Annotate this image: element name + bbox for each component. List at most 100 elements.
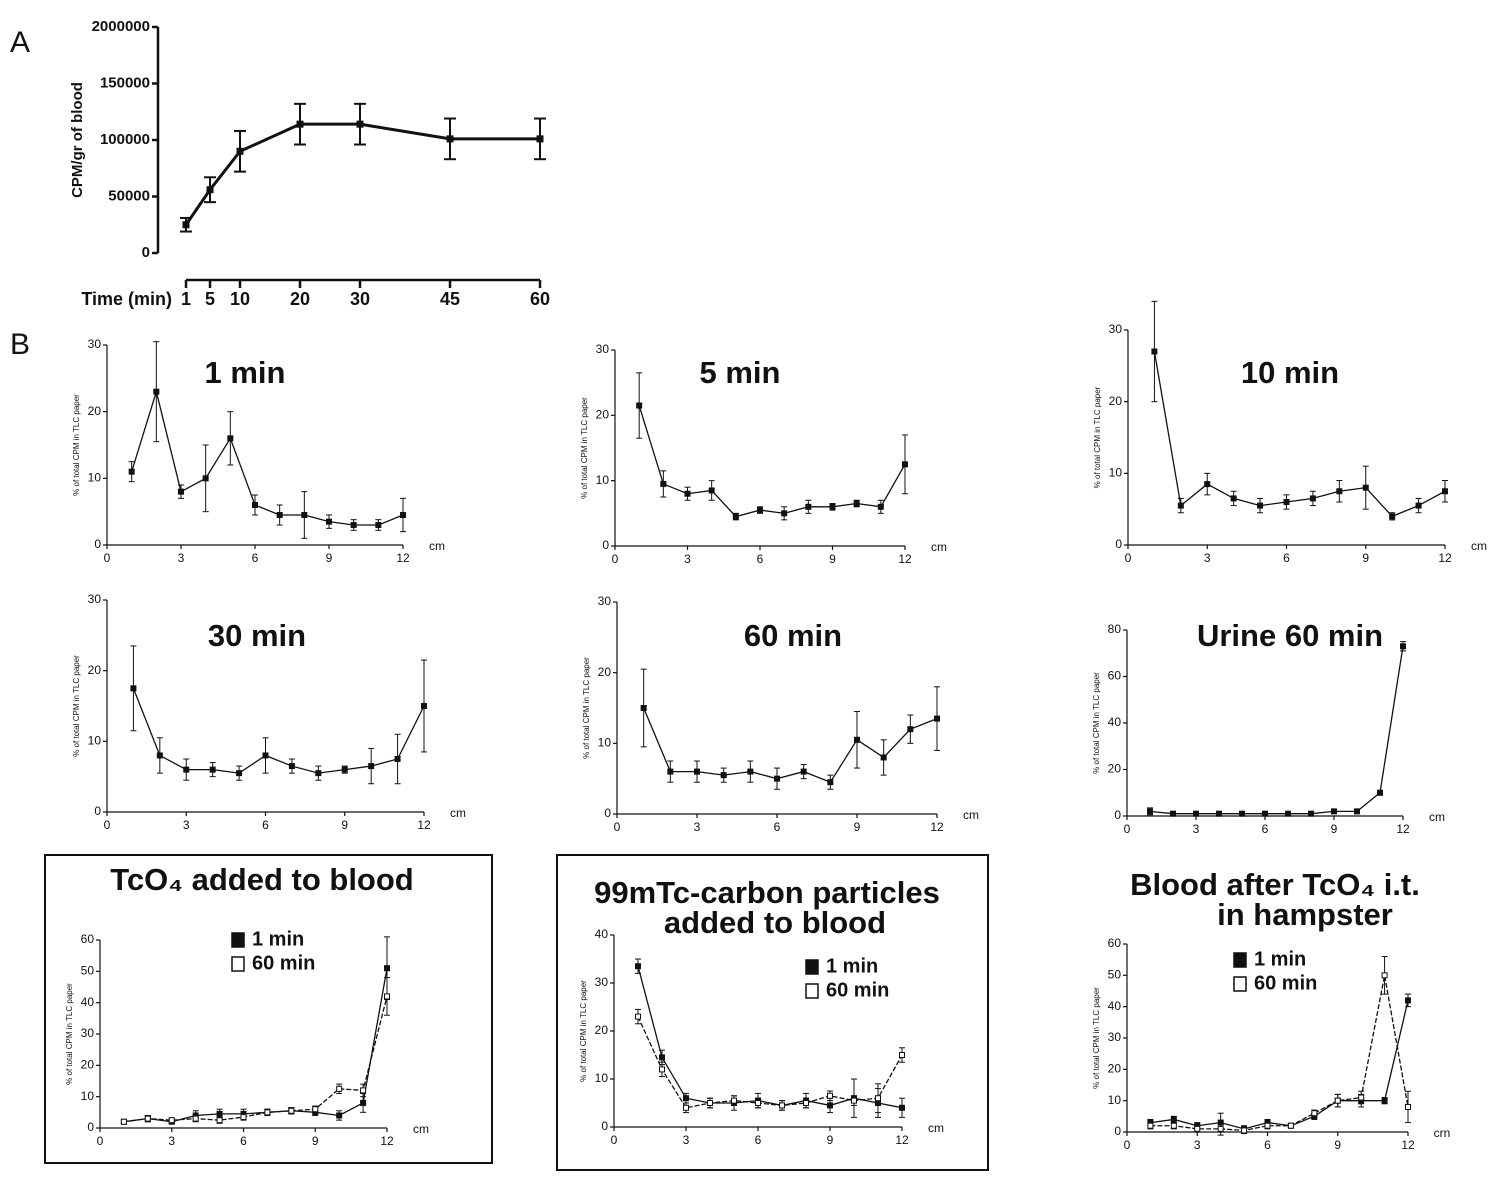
marker <box>216 1110 223 1117</box>
marker <box>1400 643 1406 650</box>
x-tick-label: 9 <box>312 1134 319 1148</box>
y-tick-label: 0 <box>602 538 609 552</box>
marker <box>640 705 647 711</box>
chart-title: TcO₄ added to blood <box>110 862 414 897</box>
x-tick-label: 3 <box>1193 822 1200 836</box>
x-tick-label: 0 <box>1124 1138 1131 1152</box>
y-tick-label: 10 <box>88 734 102 748</box>
x-tick-label: 0 <box>1125 551 1132 565</box>
y-tick-label: 0 <box>1115 537 1122 551</box>
chart-title: 60 min <box>744 618 842 653</box>
y-tick-label: 10 <box>596 473 610 487</box>
y-axis-label: % of total CPM in TLC paper <box>65 983 74 1085</box>
y-tick-label: 30 <box>88 592 102 606</box>
marker <box>781 510 788 517</box>
x-tick-label: 3 <box>683 1133 690 1147</box>
marker <box>757 507 763 514</box>
marker <box>192 1115 199 1122</box>
legend-marker <box>805 959 819 975</box>
x-tick-label: 45 <box>440 289 460 309</box>
marker <box>276 512 283 518</box>
x-tick-label: 0 <box>1124 822 1131 836</box>
marker <box>326 518 332 525</box>
x-tick-label: 6 <box>1283 551 1290 565</box>
x-tick-label: 20 <box>290 289 310 309</box>
marker <box>659 1054 665 1061</box>
x-tick-label: 9 <box>829 552 836 566</box>
marker <box>1216 810 1222 817</box>
x-tick-label: 6 <box>262 818 269 832</box>
marker <box>1334 1097 1341 1104</box>
series-line <box>123 996 388 1123</box>
x-tick-label: 6 <box>1264 1138 1271 1152</box>
marker <box>851 1097 857 1104</box>
marker <box>683 1104 689 1111</box>
chart-title: 1 min <box>205 355 286 390</box>
x-tick-label: 3 <box>694 820 701 834</box>
y-tick-label: 0 <box>1114 1124 1121 1138</box>
x-tick-label: 60 <box>530 289 550 309</box>
marker <box>1308 810 1314 817</box>
x-axis-label: cm <box>1429 810 1445 824</box>
x-tick-label: 5 <box>205 289 215 309</box>
x-axis-label: crn <box>1434 1126 1451 1140</box>
panel-label: B <box>10 328 30 361</box>
marker <box>288 1107 295 1114</box>
y-tick-label: 2000000 <box>92 18 150 35</box>
y-tick-label: 50 <box>1108 968 1122 982</box>
marker <box>384 965 390 972</box>
marker <box>854 736 860 743</box>
marker <box>880 754 887 761</box>
marker <box>262 752 269 759</box>
x-tick-label: 10 <box>230 289 250 309</box>
legend-label: 1 min <box>1254 948 1306 970</box>
marker <box>829 503 836 510</box>
marker <box>209 766 216 773</box>
marker <box>315 770 322 777</box>
x-tick-label: 0 <box>614 820 621 834</box>
y-tick-label: 0 <box>87 1120 94 1134</box>
marker <box>1309 495 1316 502</box>
legend-label: 1 min <box>826 955 878 977</box>
x-axis-label: cm <box>928 1121 944 1135</box>
marker <box>635 963 641 970</box>
marker <box>827 1092 833 1099</box>
chart-title: 30 min <box>208 618 306 653</box>
y-tick-label: 30 <box>1108 1030 1122 1044</box>
marker <box>708 487 715 494</box>
x-tick-label: 9 <box>827 1133 834 1147</box>
x-tick-label: 6 <box>240 1134 247 1148</box>
x-tick-label: 6 <box>1262 822 1269 836</box>
marker <box>394 756 401 762</box>
marker <box>636 402 643 409</box>
marker <box>288 763 295 770</box>
marker <box>907 726 914 733</box>
marker <box>694 768 700 775</box>
marker <box>384 993 390 1000</box>
y-tick-label: 10 <box>88 471 102 485</box>
legend-label: 60 min <box>1254 972 1317 994</box>
x-tick-label: 0 <box>612 552 619 566</box>
marker <box>1415 502 1422 509</box>
y-tick-label: 30 <box>81 1026 95 1040</box>
y-axis-label: % of total CPM in TLC paper <box>582 657 591 759</box>
marker <box>1217 1125 1224 1132</box>
marker <box>707 1100 713 1106</box>
legend-marker <box>1233 976 1247 992</box>
y-tick-label: 10 <box>1108 1093 1122 1107</box>
marker <box>755 1100 761 1106</box>
marker <box>1147 1122 1154 1129</box>
marker <box>875 1095 881 1102</box>
y-tick-label: 100000 <box>100 131 150 148</box>
marker <box>264 1109 271 1116</box>
marker <box>296 120 304 128</box>
marker <box>301 512 308 518</box>
series-line <box>1153 351 1446 518</box>
x-tick-label: 12 <box>895 1133 909 1147</box>
y-axis-label: % of total CPM in TLC paper <box>72 655 81 757</box>
marker <box>356 120 364 128</box>
y-tick-label: 20 <box>1109 394 1123 408</box>
x-axis-label: cm <box>429 539 445 553</box>
marker <box>1405 1103 1411 1110</box>
